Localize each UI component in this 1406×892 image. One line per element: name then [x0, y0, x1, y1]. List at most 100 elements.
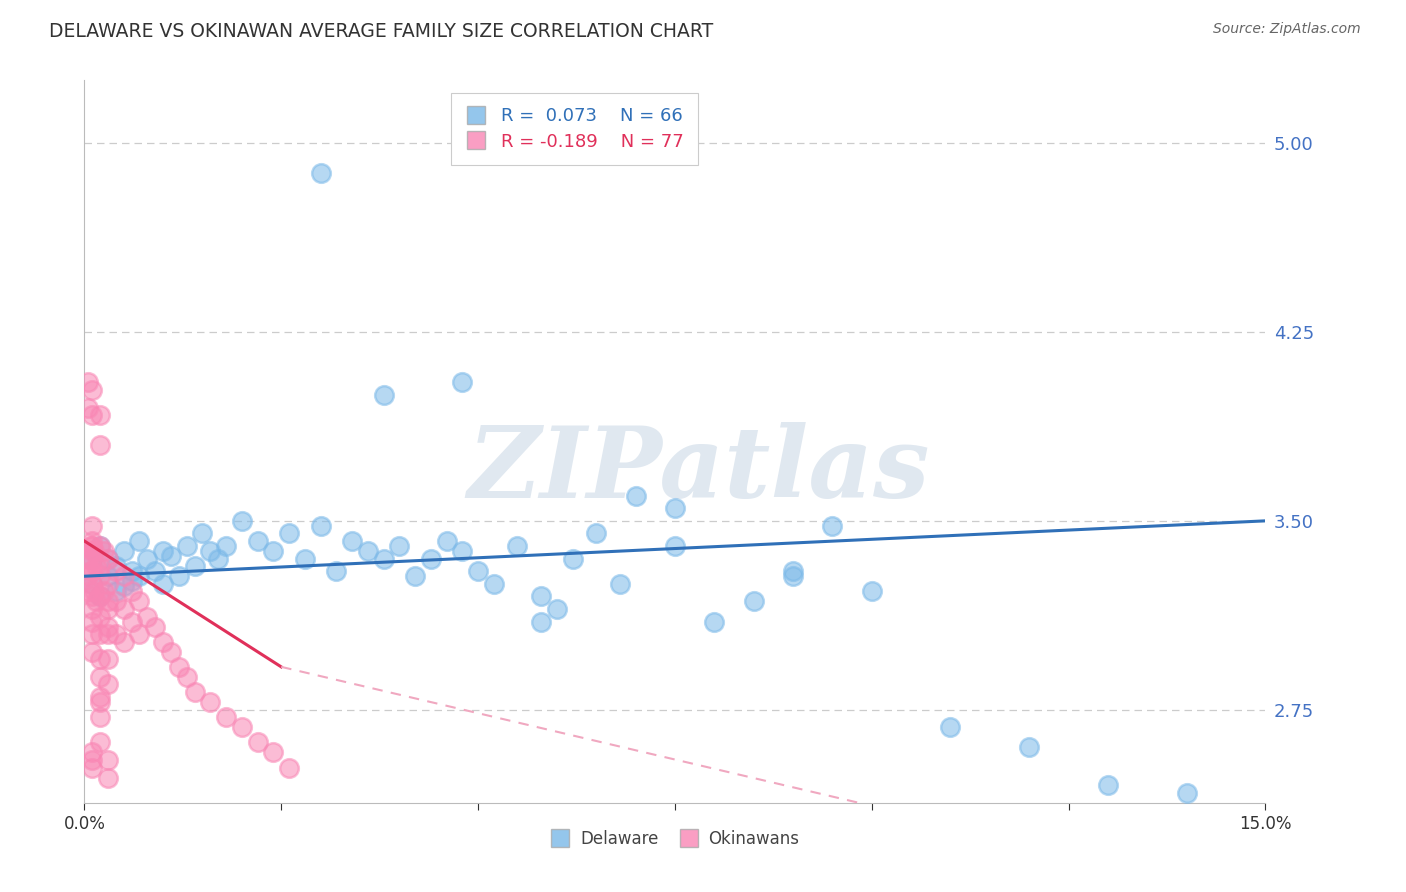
- Point: [207, 551, 229, 566]
- Point: [93, 584, 115, 599]
- Point: [93, 544, 115, 558]
- Point: [128, 594, 150, 608]
- Point: [309, 166, 332, 180]
- Point: [128, 569, 150, 583]
- Point: [436, 533, 458, 548]
- Point: [664, 501, 686, 516]
- Point: [467, 564, 489, 578]
- Point: [97, 569, 120, 583]
- Point: [82, 551, 104, 566]
- Legend: Delaware, Okinawans: Delaware, Okinawans: [541, 822, 808, 856]
- Point: [77, 584, 100, 599]
- Point: [1018, 740, 1040, 755]
- Point: [89, 735, 111, 749]
- Point: [152, 544, 174, 558]
- Point: [82, 590, 104, 604]
- Point: [97, 551, 120, 566]
- Point: [742, 594, 765, 608]
- Point: [84, 559, 107, 574]
- Point: [246, 533, 269, 548]
- Point: [97, 576, 120, 591]
- Point: [82, 576, 104, 591]
- Point: [82, 602, 104, 616]
- Point: [82, 383, 104, 397]
- Point: [82, 539, 104, 553]
- Point: [82, 576, 104, 591]
- Point: [104, 594, 127, 608]
- Point: [262, 746, 284, 760]
- Point: [200, 544, 222, 558]
- Point: [121, 584, 143, 599]
- Point: [89, 690, 111, 704]
- Point: [82, 753, 104, 767]
- Point: [215, 710, 238, 724]
- Point: [419, 551, 441, 566]
- Point: [294, 551, 316, 566]
- Point: [143, 619, 166, 633]
- Point: [82, 746, 104, 760]
- Point: [325, 564, 347, 578]
- Point: [89, 695, 111, 709]
- Point: [664, 539, 686, 553]
- Point: [89, 609, 111, 624]
- Point: [97, 753, 120, 767]
- Point: [561, 551, 583, 566]
- Text: Source: ZipAtlas.com: Source: ZipAtlas.com: [1213, 22, 1361, 37]
- Point: [97, 627, 120, 641]
- Point: [782, 564, 804, 578]
- Point: [200, 695, 222, 709]
- Point: [104, 627, 127, 641]
- Text: DELAWARE VS OKINAWAN AVERAGE FAMILY SIZE CORRELATION CHART: DELAWARE VS OKINAWAN AVERAGE FAMILY SIZE…: [49, 22, 713, 41]
- Point: [939, 720, 962, 734]
- Point: [278, 760, 301, 774]
- Point: [860, 584, 883, 599]
- Point: [89, 670, 111, 684]
- Point: [530, 615, 553, 629]
- Point: [167, 660, 190, 674]
- Point: [143, 564, 166, 578]
- Point: [215, 539, 238, 553]
- Point: [152, 634, 174, 648]
- Point: [506, 539, 529, 553]
- Point: [136, 609, 159, 624]
- Point: [191, 526, 214, 541]
- Point: [97, 652, 120, 666]
- Point: [89, 627, 111, 641]
- Point: [231, 514, 253, 528]
- Point: [89, 539, 111, 553]
- Point: [112, 602, 135, 616]
- Point: [77, 551, 100, 566]
- Point: [82, 551, 104, 566]
- Point: [89, 559, 111, 574]
- Point: [121, 574, 143, 589]
- Point: [703, 615, 725, 629]
- Point: [89, 438, 111, 452]
- Point: [82, 408, 104, 422]
- Point: [82, 760, 104, 774]
- Point: [624, 489, 647, 503]
- Point: [167, 569, 190, 583]
- Point: [89, 590, 111, 604]
- Point: [83, 544, 105, 558]
- Point: [89, 408, 111, 422]
- Point: [530, 590, 553, 604]
- Point: [82, 615, 104, 629]
- Point: [77, 401, 100, 415]
- Point: [128, 627, 150, 641]
- Point: [262, 544, 284, 558]
- Point: [104, 559, 127, 574]
- Point: [112, 544, 135, 558]
- Point: [482, 576, 505, 591]
- Point: [821, 519, 844, 533]
- Point: [231, 720, 253, 734]
- Point: [82, 564, 104, 578]
- Point: [176, 670, 198, 684]
- Point: [89, 590, 111, 604]
- Point: [97, 677, 120, 691]
- Point: [176, 539, 198, 553]
- Point: [373, 551, 395, 566]
- Point: [546, 602, 568, 616]
- Point: [585, 526, 607, 541]
- Point: [104, 584, 127, 599]
- Point: [82, 519, 104, 533]
